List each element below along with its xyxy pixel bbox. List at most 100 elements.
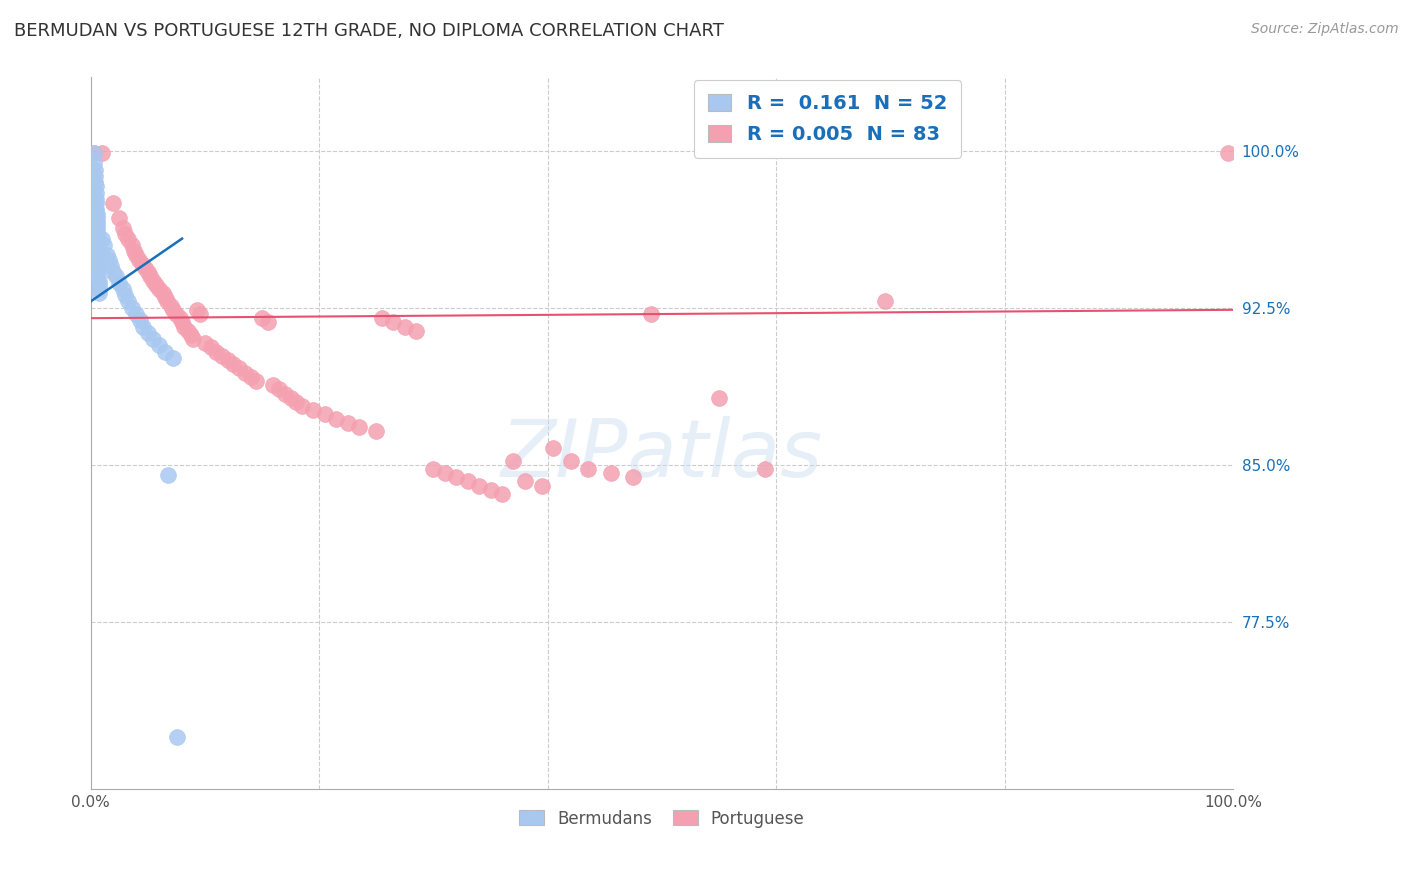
Point [173,319,195,334]
Point [148,338,170,352]
Point [128,252,150,267]
Point [86,232,108,246]
Point [314,408,336,422]
Point [83,145,105,160]
Point [103,196,125,211]
Point [200,341,222,355]
Point [336,416,359,430]
Point [274,386,297,401]
Point [139,269,162,284]
Point [166,730,188,744]
Point [84,169,107,183]
Point [117,232,139,246]
Point [86,215,108,229]
Point [104,269,127,284]
Point [86,192,108,206]
Point [156,294,179,309]
Point [873,294,896,309]
Point [302,403,325,417]
Point [114,288,136,302]
Point [96,248,118,262]
Point [177,324,200,338]
Point [170,315,193,329]
Text: ZIPatlas: ZIPatlas [501,416,823,493]
Point [217,353,239,368]
Point [86,223,108,237]
Point [169,311,191,326]
Point [543,441,565,455]
Point [560,453,582,467]
Point [640,307,662,321]
Point [86,196,108,211]
Point [269,383,291,397]
Point [205,344,228,359]
Point [468,478,491,492]
Point [153,344,176,359]
Point [108,211,131,225]
Point [86,252,108,267]
Point [121,301,143,315]
Point [405,324,427,338]
Point [183,332,205,346]
Point [93,238,115,252]
Point [433,466,456,480]
Point [148,282,170,296]
Point [134,260,156,275]
Point [136,326,159,340]
Point [125,248,148,262]
Point [100,259,122,273]
Point [86,219,108,233]
Point [117,294,139,309]
Point [382,315,405,329]
Point [125,307,148,321]
Point [111,221,134,235]
Point [86,235,108,250]
Point [84,162,107,177]
Point [136,265,159,279]
Point [291,399,314,413]
Point [211,349,233,363]
Point [599,466,621,480]
Point [250,311,273,326]
Point [86,257,108,271]
Point [131,257,153,271]
Point [280,391,302,405]
Point [111,282,134,296]
Point [86,206,108,220]
Point [457,475,479,489]
Point [530,478,553,492]
Point [491,487,513,501]
Point [446,470,468,484]
Point [479,483,502,497]
Point [325,411,347,425]
Point [87,273,110,287]
Point [86,202,108,217]
Point [142,332,165,346]
Point [347,420,370,434]
Point [239,369,262,384]
Point [162,351,184,365]
Point [159,299,181,313]
Point [1216,145,1239,160]
Point [186,302,208,317]
Point [86,227,108,242]
Point [262,378,284,392]
Point [513,475,536,489]
Point [91,232,114,246]
Point [86,179,108,194]
Point [180,327,202,342]
Legend: Bermudans, Portuguese: Bermudans, Portuguese [513,803,811,834]
Point [86,248,108,262]
Point [108,276,131,290]
Point [157,468,180,483]
Point [371,311,394,326]
Point [86,265,108,279]
Point [245,374,267,388]
Point [86,269,108,284]
Point [86,240,108,254]
Point [285,395,308,409]
Point [754,462,776,476]
Point [707,391,730,405]
Point [86,211,108,225]
Text: BERMUDAN VS PORTUGUESE 12TH GRADE, NO DIPLOMA CORRELATION CHART: BERMUDAN VS PORTUGUESE 12TH GRADE, NO DI… [14,22,724,40]
